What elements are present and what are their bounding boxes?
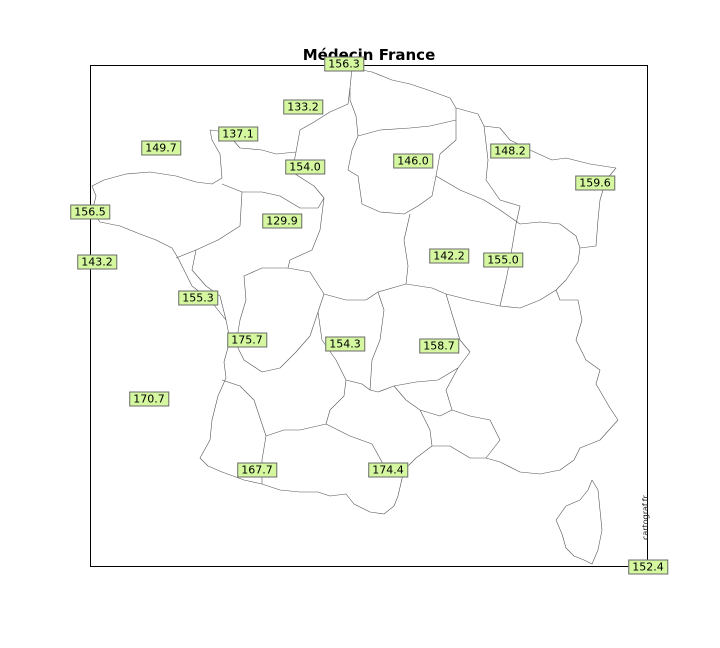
region-value-label: 174.4 bbox=[368, 462, 408, 478]
region-value-label: 155.3 bbox=[178, 290, 218, 306]
region-value-label: 152.4 bbox=[628, 559, 668, 575]
region-value-label: 170.7 bbox=[129, 391, 169, 407]
corsica-outline bbox=[555, 479, 603, 565]
region-value-label: 148.2 bbox=[490, 143, 530, 159]
region-value-label: 146.0 bbox=[393, 153, 433, 169]
region-value-label: 154.3 bbox=[325, 336, 365, 352]
watermark-text: cartograf.fr bbox=[641, 495, 650, 540]
region-value-label: 142.2 bbox=[429, 248, 469, 264]
map-frame bbox=[90, 65, 648, 567]
region-value-label: 156.3 bbox=[324, 56, 364, 72]
region-value-label: 155.0 bbox=[483, 252, 523, 268]
region-value-label: 129.9 bbox=[262, 213, 302, 229]
region-value-label: 137.1 bbox=[218, 126, 258, 142]
region-borders bbox=[175, 88, 581, 484]
region-value-label: 133.2 bbox=[283, 99, 323, 115]
region-value-label: 158.7 bbox=[419, 338, 459, 354]
france-outline bbox=[91, 67, 619, 515]
region-value-label: 175.7 bbox=[227, 332, 267, 348]
region-value-label: 154.0 bbox=[285, 159, 325, 175]
region-value-label: 167.7 bbox=[237, 462, 277, 478]
region-value-label: 143.2 bbox=[77, 254, 117, 270]
region-value-label: 156.5 bbox=[70, 204, 110, 220]
region-value-label: 149.7 bbox=[141, 140, 181, 156]
region-value-label: 159.6 bbox=[575, 175, 615, 191]
